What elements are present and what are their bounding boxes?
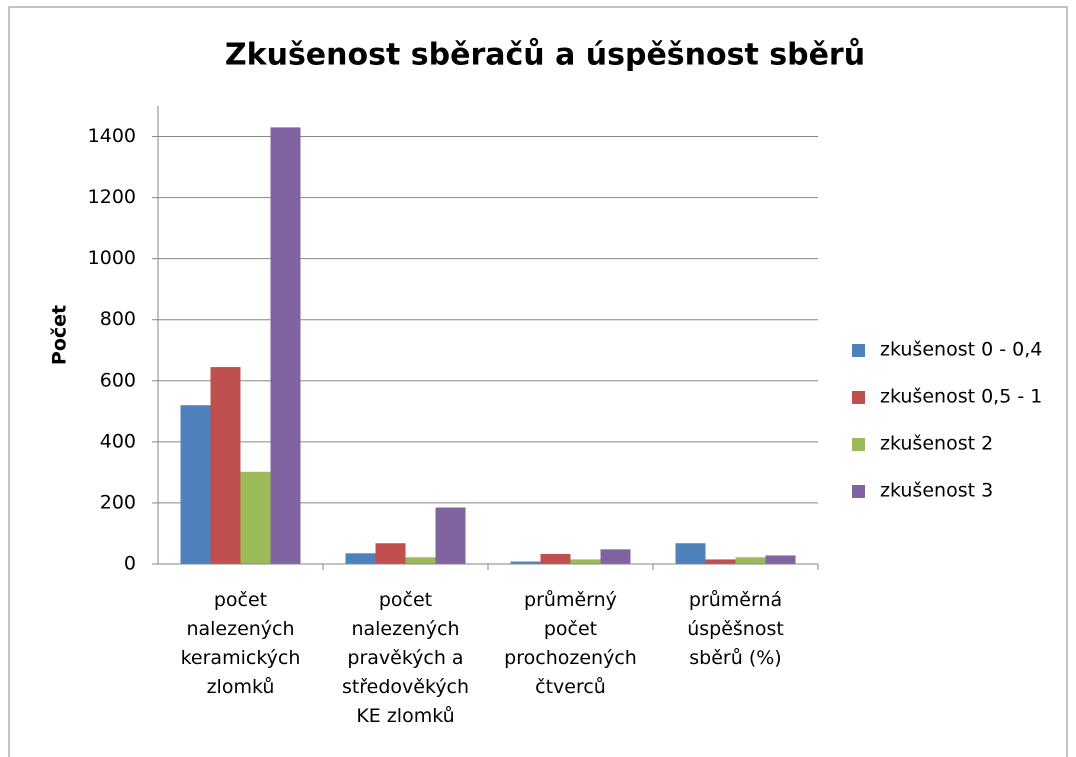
bar bbox=[435, 507, 466, 564]
y-tick-label: 1200 bbox=[88, 186, 136, 208]
legend-label: zkušenost 3 bbox=[880, 480, 993, 502]
bar bbox=[270, 127, 301, 564]
y-tick-label: 600 bbox=[100, 369, 136, 391]
legend-label: zkušenost 2 bbox=[880, 433, 993, 455]
chart-border bbox=[8, 6, 1068, 757]
y-tick-label: 1400 bbox=[88, 125, 136, 147]
bar bbox=[675, 543, 706, 564]
chart-title: Zkušenost sběračů a úspěšnost sběrů bbox=[225, 37, 865, 73]
bar bbox=[345, 553, 376, 564]
bar bbox=[765, 555, 796, 564]
bar bbox=[210, 367, 241, 564]
x-tick-label: průměrná úspěšnost sběrů (%) bbox=[687, 589, 784, 669]
legend-label: zkušenost 0 - 0,4 bbox=[880, 339, 1042, 361]
y-tick-label: 200 bbox=[100, 491, 136, 513]
x-tick-label: počet nalezených pravěkých a středověkýc… bbox=[341, 589, 470, 727]
legend-label: zkušenost 0,5 - 1 bbox=[880, 386, 1042, 408]
bar bbox=[240, 471, 271, 564]
legend-swatch bbox=[852, 391, 865, 404]
y-tick-label: 400 bbox=[100, 430, 136, 452]
x-tick-label: průměrný počet prochozených čtverců bbox=[504, 589, 637, 698]
bar bbox=[180, 405, 211, 564]
y-tick-label: 800 bbox=[100, 308, 136, 330]
bar bbox=[600, 549, 631, 564]
y-axis-label: Počet bbox=[49, 305, 71, 365]
bar bbox=[705, 559, 736, 564]
bar bbox=[405, 557, 436, 564]
y-tick-label: 0 bbox=[124, 553, 136, 575]
bar bbox=[735, 557, 766, 564]
legend-swatch bbox=[852, 438, 865, 451]
bar bbox=[570, 559, 601, 564]
bar bbox=[375, 543, 406, 564]
y-tick-label: 1000 bbox=[88, 247, 136, 269]
legend-swatch bbox=[852, 344, 865, 357]
x-tick-label: počet nalezených keramických zlomků bbox=[180, 589, 301, 698]
legend-swatch bbox=[852, 485, 865, 498]
bar bbox=[510, 561, 541, 564]
bar bbox=[540, 553, 571, 564]
